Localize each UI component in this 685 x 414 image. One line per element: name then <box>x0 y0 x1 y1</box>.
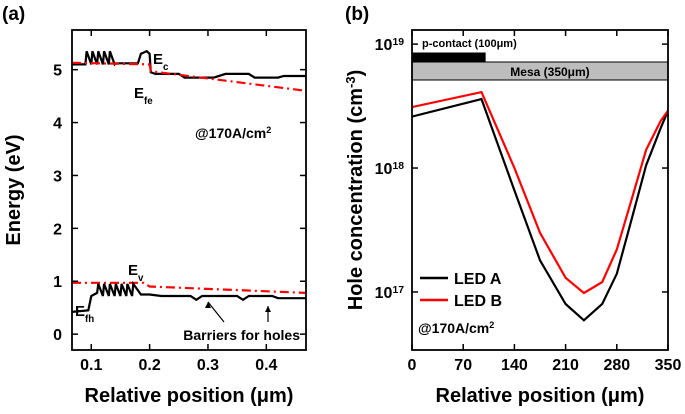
y-tick-label: 2 <box>53 221 62 238</box>
x-axis-label-part: ) <box>638 385 645 407</box>
x-axis-label-part: ) <box>287 385 294 407</box>
y-tick-label: 3 <box>53 168 62 185</box>
curve-label-part: E <box>153 51 163 68</box>
x-tick-label: 140 <box>501 357 528 374</box>
curve-label: Ec <box>153 51 169 73</box>
x-axis-label-part: μm <box>257 385 287 407</box>
curve-label-part: E <box>134 85 144 102</box>
y-tick-label: 1019 <box>375 37 405 55</box>
x-axis-label-part: μm <box>608 385 638 407</box>
curve-label: Efh <box>75 303 94 325</box>
panel-label: (b) <box>345 4 369 25</box>
y-axis-label: Hole concentration (cm-3) <box>343 70 368 311</box>
region-bar <box>411 52 486 63</box>
y-tick-label: 4 <box>53 116 62 133</box>
x-axis-label-part: Relative position ( <box>436 385 609 407</box>
region-label: p-contact (100μm) <box>422 38 517 50</box>
panel-label: (a) <box>2 4 25 25</box>
data-line <box>72 280 306 313</box>
annotation: @170A/cm2 <box>195 125 271 141</box>
curve-label-part: c <box>163 62 169 73</box>
y-tick-label: 0 <box>53 327 62 344</box>
y-tick-label-part: 10 <box>375 37 393 54</box>
y-tick-label: 1018 <box>375 161 405 179</box>
annotation-part: @170A/cm <box>195 125 266 141</box>
x-tick-label: 280 <box>603 357 630 374</box>
legend-label: LED B <box>454 293 502 310</box>
y-tick-label: 5 <box>53 63 62 80</box>
x-axis-label-part: Relative position ( <box>85 385 258 407</box>
data-line <box>412 90 668 295</box>
x-tick-label: 0 <box>408 357 417 374</box>
y-tick-label: 1 <box>53 274 62 291</box>
arrow-head <box>265 306 271 312</box>
curve-label: Efe <box>134 85 153 107</box>
legend-label: LED A <box>454 271 502 288</box>
x-tick-label: 0.4 <box>255 357 277 374</box>
annotation-part: 2 <box>266 125 271 135</box>
annotation-part: @170A/cm <box>418 320 489 336</box>
curve-label-part: E <box>128 262 138 279</box>
curve-label: Ev <box>128 262 144 284</box>
x-tick-label: 210 <box>552 357 579 374</box>
arrow-line <box>207 301 225 323</box>
plot-frame <box>71 29 307 351</box>
data-line <box>72 61 306 92</box>
x-tick-label: 350 <box>655 357 682 374</box>
y-axis-label-part: ) <box>345 70 367 77</box>
annotation: @170A/cm2 <box>418 320 494 336</box>
y-tick-label-part: 19 <box>392 37 404 48</box>
y-axis-label-part: -3 <box>343 76 358 88</box>
plot-frame <box>411 29 669 351</box>
x-tick-label: 0.1 <box>80 357 102 374</box>
curve-label-part: E <box>75 303 85 320</box>
y-axis-label: Energy (eV) <box>3 134 25 245</box>
annotation-part: 2 <box>489 320 494 330</box>
region-label: Mesa (350μm) <box>510 65 589 79</box>
y-tick-label-part: 10 <box>375 285 393 302</box>
y-tick-label-part: 10 <box>375 161 393 178</box>
arrow-head <box>205 302 211 308</box>
y-axis-label-part: Energy (eV) <box>3 134 25 245</box>
y-tick-label: 1017 <box>375 284 405 302</box>
curve-label-part: fe <box>144 96 153 107</box>
data-line <box>412 97 668 322</box>
y-tick-label-part: 18 <box>392 161 404 172</box>
y-tick-label-part: 17 <box>392 284 404 295</box>
curve-label-part: v <box>138 273 144 284</box>
x-axis-label: Relative position (μm) <box>436 385 645 407</box>
data-line <box>72 49 306 79</box>
y-axis-label-part: Hole concentration (cm <box>345 88 367 310</box>
curve-label-part: fh <box>85 314 94 325</box>
x-axis-label: Relative position (μm) <box>85 385 294 407</box>
x-tick-label: 0.2 <box>138 357 160 374</box>
annotation: Barriers for holes <box>183 327 300 343</box>
x-tick-label: 0.3 <box>197 357 219 374</box>
data-line <box>72 281 306 294</box>
x-tick-label: 70 <box>454 357 472 374</box>
